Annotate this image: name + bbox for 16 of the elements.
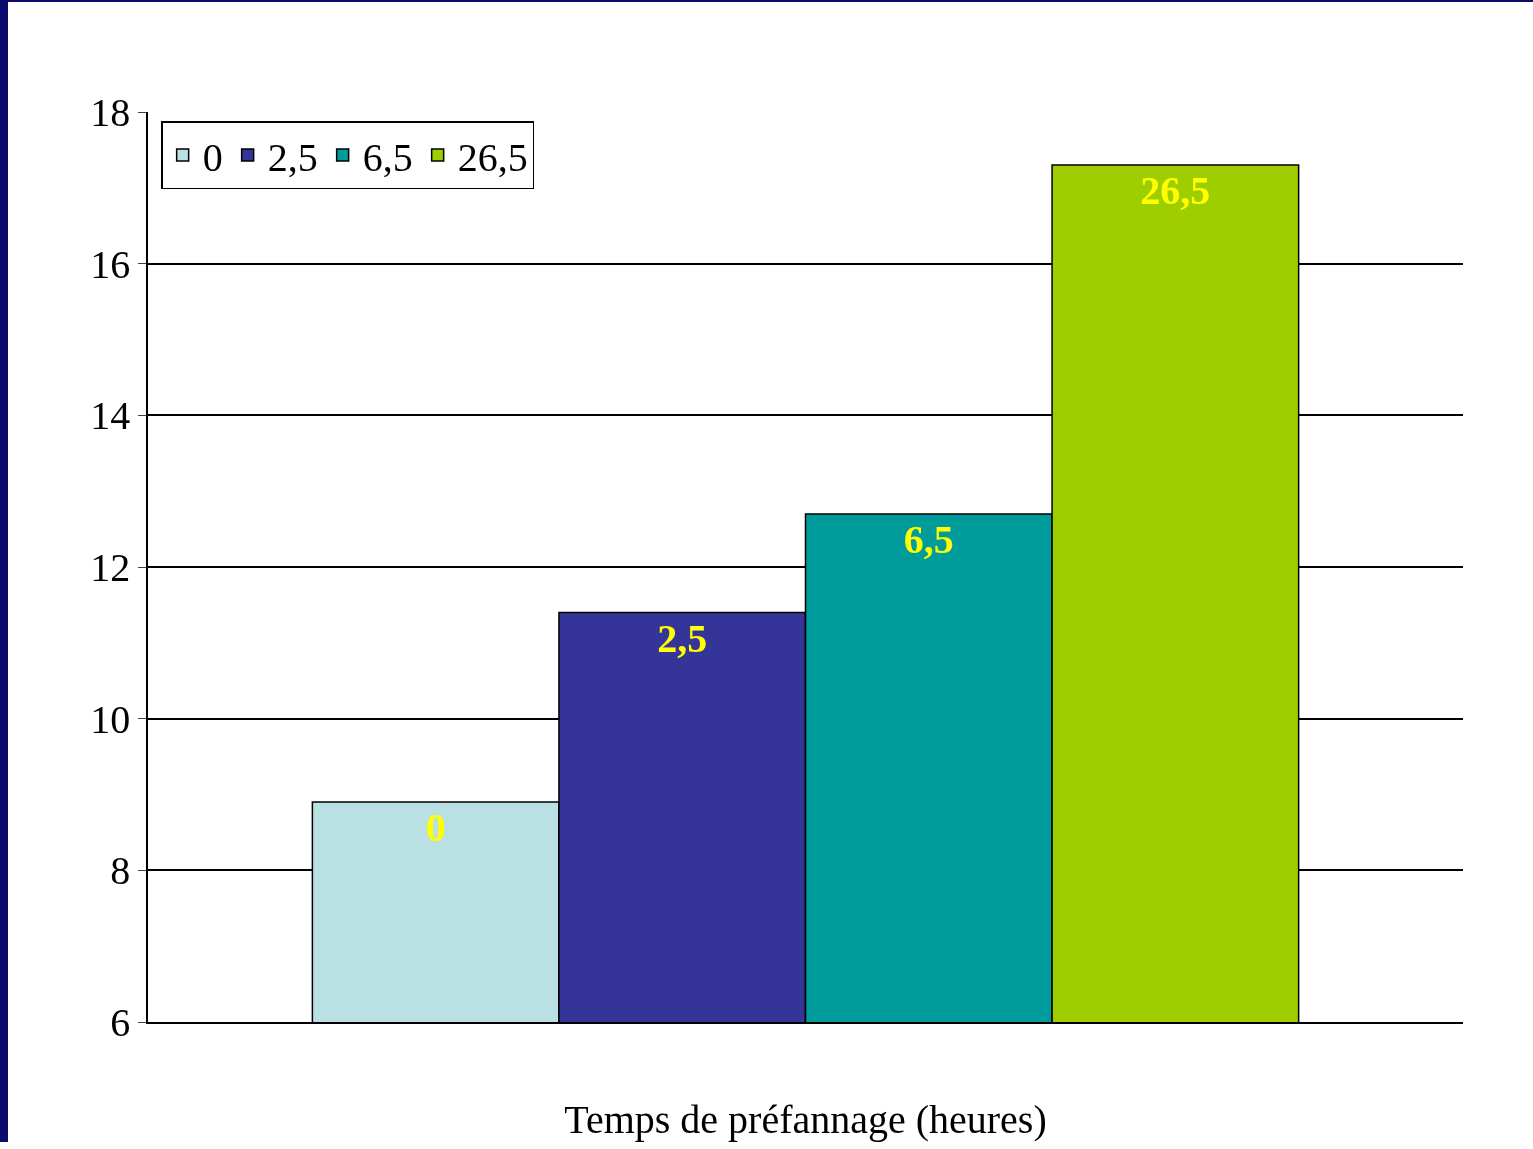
text: 0 bbox=[425, 805, 446, 851]
y-tick-label: 16 bbox=[90, 241, 131, 287]
legend-label: 2,5 bbox=[267, 134, 318, 180]
text: 2,5 bbox=[657, 615, 708, 661]
text: 26,5 bbox=[1140, 168, 1211, 214]
legend-label: 6,5 bbox=[362, 134, 413, 180]
legend-label: 0 bbox=[202, 134, 223, 180]
y-tick-label: 10 bbox=[90, 696, 131, 742]
legend-label: 26,5 bbox=[457, 134, 528, 180]
y-tick-label: 18 bbox=[90, 90, 131, 135]
y-tick-label: 8 bbox=[110, 848, 131, 894]
text: 6,5 bbox=[903, 516, 954, 562]
y-tick-label: 12 bbox=[90, 545, 131, 590]
y-tick-label: 6 bbox=[110, 1000, 131, 1045]
x-axis-title: Temps de préfannage (heures) bbox=[564, 1097, 1047, 1142]
y-tick-label: 14 bbox=[90, 393, 131, 439]
